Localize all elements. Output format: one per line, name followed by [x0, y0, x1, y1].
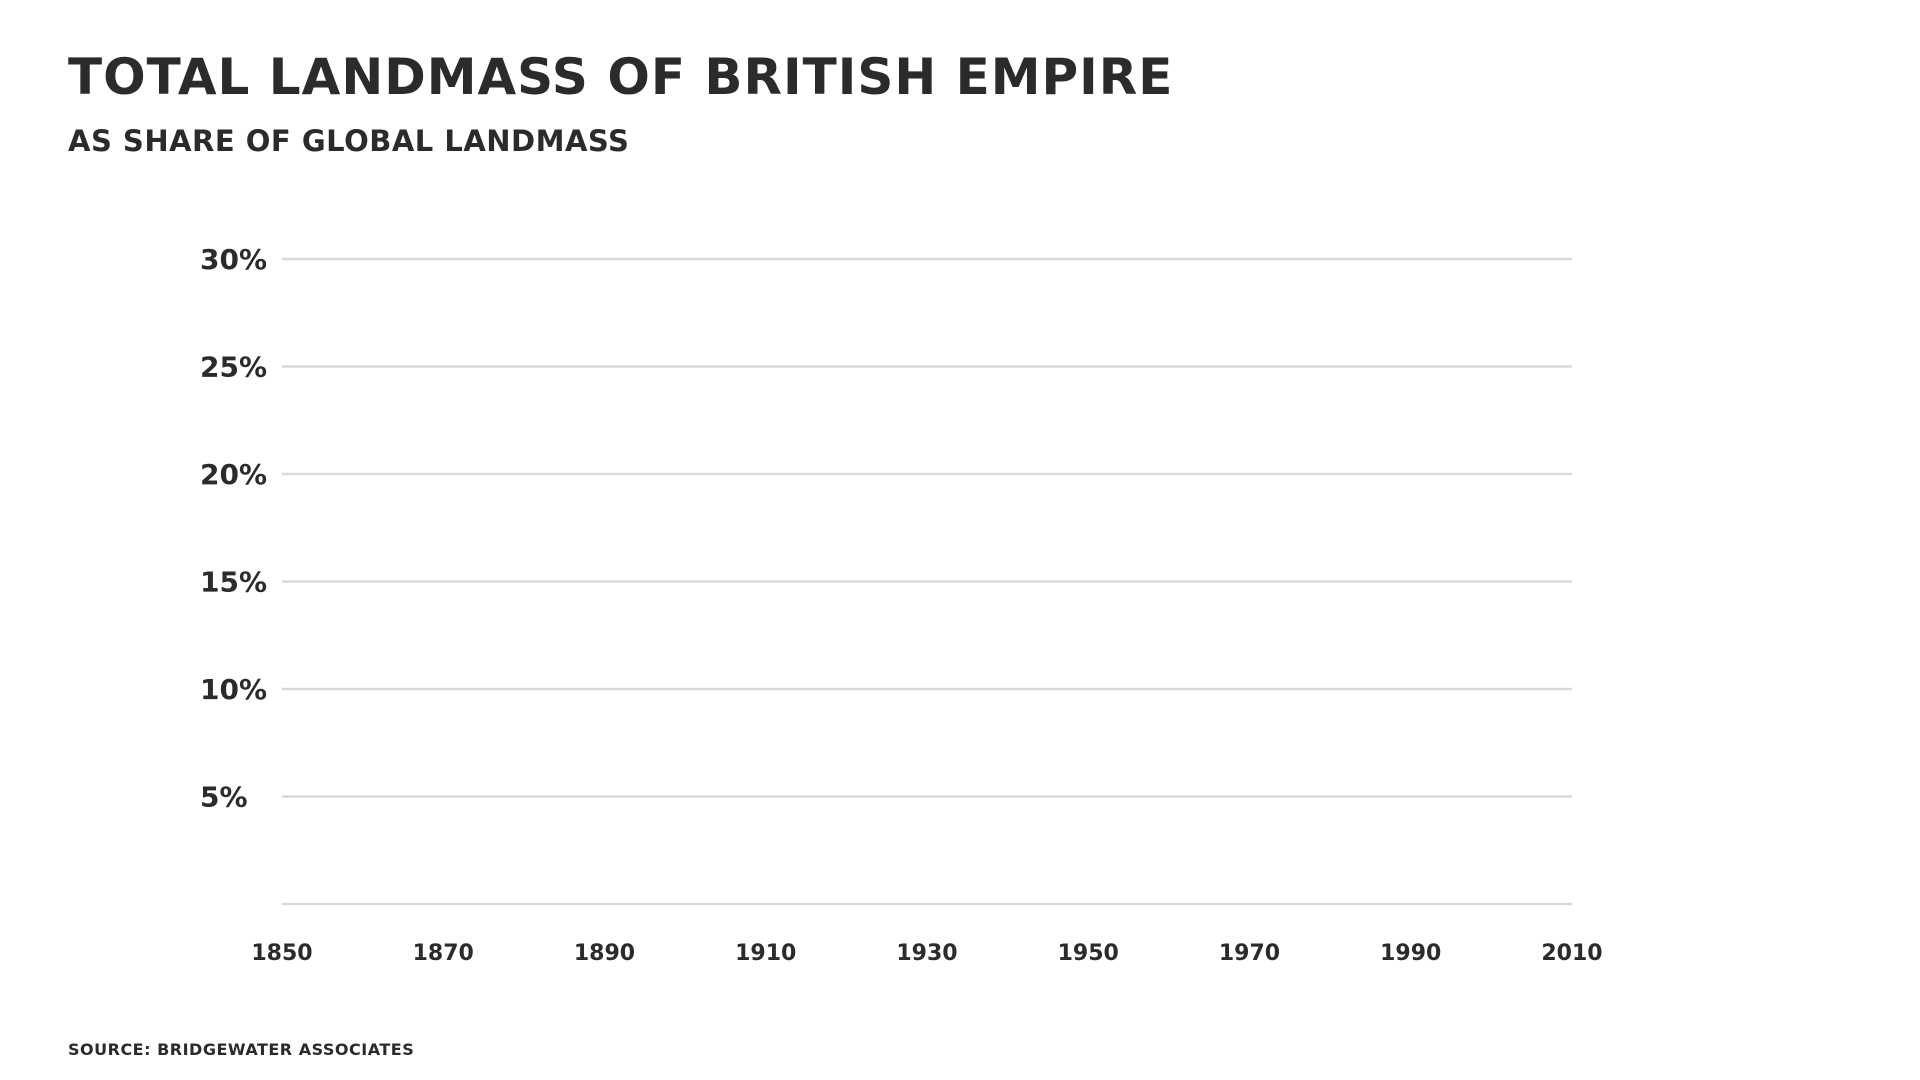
y-tick-label: 5%: [200, 781, 248, 814]
x-tick-label: 1950: [1058, 941, 1119, 966]
x-tick-label: 1990: [1380, 941, 1441, 966]
x-tick-label: 1870: [413, 941, 474, 966]
x-tick-label: 2010: [1541, 941, 1602, 966]
y-tick-label: 30%: [200, 243, 267, 276]
x-tick-label: 1850: [251, 941, 312, 966]
source-note: SOURCE: BRIDGEWATER ASSOCIATES: [68, 1040, 415, 1059]
x-tick-label: 1970: [1219, 941, 1280, 966]
y-axis-ticks: 30% 25% 20% 15% 10% 5%: [200, 243, 267, 814]
x-tick-label: 1930: [896, 941, 957, 966]
x-tick-label: 1910: [735, 941, 796, 966]
y-tick-label: 15%: [200, 566, 267, 599]
chart-subtitle: AS SHARE OF GLOBAL LANDMASS: [68, 124, 630, 158]
x-axis-ticks: 1850 1870 1890 1910 1930 1950 1970 1990 2010: [251, 941, 1602, 966]
x-tick-label: 1890: [574, 941, 635, 966]
gridlines: [282, 257, 1572, 906]
y-tick-label: 20%: [200, 458, 267, 491]
y-tick-label: 25%: [200, 351, 267, 384]
chart-title: TOTAL LANDMASS OF BRITISH EMPIRE: [68, 48, 1174, 106]
y-tick-label: 10%: [200, 673, 267, 706]
